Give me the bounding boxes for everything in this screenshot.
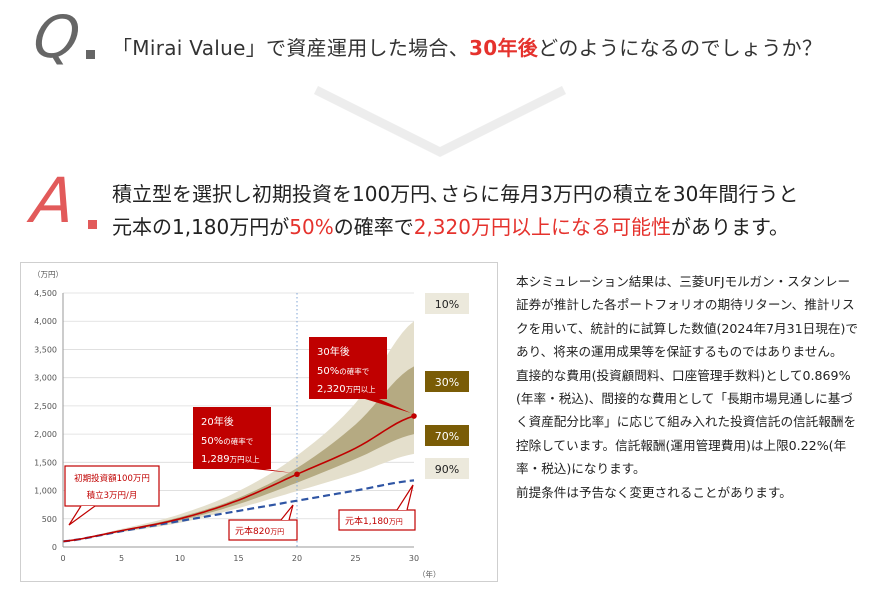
x-tick-label: 0 [60,554,65,563]
callout-30-years-pointer [365,399,411,413]
band-label-text: 70% [435,430,459,443]
callout-20-years-amount: 1,289万円以上 [201,454,260,465]
disclaimer-paragraph-3: 前提条件は予告なく変更されることがあります。 [516,484,792,500]
question-text-after: どのようになるのでしょうか？ [538,36,823,60]
callout-initial-line1: 初期投資額100万円 [74,473,150,484]
callout-20-years-probability-part: 50% [201,436,223,447]
x-tick-label: 25 [350,554,360,563]
callout-principal-30-text: 元本1,180万円 [345,515,403,527]
callout-principal-30-text-part: 万円 [389,518,403,526]
answer-text-line-1: 積立型を選択し初期投資を100万円､さらに毎月3万円の積立を30年間行うと [112,182,799,206]
answer-text-part: があります。 [670,215,789,239]
callout-principal-30-text-part: 元本1,180 [345,515,389,527]
callout-principal-20-pointer [280,504,294,521]
answer-highlight-amount: 2,320万円以上になる可能性 [413,215,671,239]
x-tick-label: 15 [233,554,243,563]
callout-principal-30 [338,509,416,531]
answer-text-line-2: 元本の1,180万円が50%の確率で2,320万円以上になる可能性があります。 [112,211,789,240]
y-tick-label: 1,500 [34,458,57,467]
question-highlight: 30年後 [469,36,539,60]
callout-principal-20-text: 元本820万円 [235,525,284,537]
callout-30-years-title: 30年後 [317,345,350,358]
question-text: 「Mirai Value」で資産運用した場合、30年後どのようになるのでしょうか… [112,32,822,61]
question-text-before: 「Mirai Value」で資産運用した場合、 [112,36,470,60]
band-label-text: 90% [435,463,459,476]
disclaimer-paragraph-1: 本シミュレーション結果は、三菱UFJモルガン・スタンレー証券が推計した各ポートフ… [516,274,858,360]
y-tick-label: 3,500 [34,345,57,354]
callout-30-years-probability-part: の確率で [339,366,369,376]
callout-initial-line2: 積立3万円/月 [87,490,138,501]
band-label-box [425,425,469,446]
y-tick-label: 500 [42,515,57,524]
callout-30-years-amount-part: 2,320 [317,384,346,395]
callout-30-years-probability: 50%の確率で [317,366,369,377]
x-tick-label: 30 [409,554,419,563]
callout-principal-30-pointer [396,484,414,511]
x-tick-label: 5 [119,554,124,563]
callout-initial-pointer [68,505,96,526]
simulation-chart: 0 500 1,000 1,500 2,000 2,500 3,000 3,500 4,000 4… [20,262,498,582]
answer-text-part: の確率で [333,215,414,239]
disclaimer-note: 本シミュレーション結果は、三菱UFJモルガン・スタンレー証券が推計した各ポートフ… [516,270,858,504]
callout-30-years-amount-part: 万円以上 [346,385,376,394]
callout-20-years-pointer [253,469,293,473]
y-tick-label: 4,000 [34,317,57,326]
band-label-box [425,458,469,479]
x-unit-label: （年） [418,569,441,579]
median-line [62,415,415,543]
x-tick-label: 20 [292,554,302,563]
callout-20-years-probability: 50%の確率で [201,436,253,447]
band-label-text: 30% [435,376,459,389]
answer-highlight-probability: 50% [289,215,334,239]
callout-initial [64,465,160,507]
answer-letter: A [28,164,79,237]
question-letter: Q [30,3,84,71]
callout-20-years-amount-part: 万円以上 [230,455,260,464]
disclaimer-paragraph-2: 直接的な費用(投資顧問料、口座管理手数料)として0.869%(年率・税込)、間接… [516,367,857,477]
y-tick-label: 2,000 [34,430,57,439]
callout-30-years [309,337,387,399]
y-tick-label: 4,500 [34,289,57,298]
median-marker-20 [294,471,300,478]
question-letter-dot [86,50,95,59]
callout-30-years-probability-part: 50% [317,366,339,377]
callout-30-years-amount: 2,320万円以上 [317,384,376,395]
callout-20-years-amount-part: 1,289 [201,454,230,465]
callout-20-years-title: 20年後 [201,415,234,428]
median-marker-30 [411,413,417,419]
answer-letter-dot [88,220,97,229]
band-label-box [425,371,469,392]
callout-principal-20 [228,519,298,541]
chart-svg: 0 500 1,000 1,500 2,000 2,500 3,000 3,500 4,000 4… [33,270,469,579]
callout-20-years [193,407,271,469]
y-tick-label: 3,000 [34,374,57,383]
y-tick-label: 1,000 [34,487,57,496]
band-label-box [425,293,469,314]
callout-principal-20-text-part: 万円 [270,528,284,536]
callout-20-years-probability-part: の確率で [223,436,253,446]
y-tick-label: 2,500 [34,402,57,411]
y-tick-label: 0 [52,543,57,552]
band-10-90 [63,321,414,542]
x-tick-label: 10 [175,554,185,563]
y-unit-label: （万円） [33,270,63,279]
answer-text-part: 元本の1,180万円が [112,215,290,239]
chevron-down-icon [313,86,567,158]
callout-principal-20-text-part: 元本820 [235,525,270,537]
band-label-text: 10% [435,298,459,311]
